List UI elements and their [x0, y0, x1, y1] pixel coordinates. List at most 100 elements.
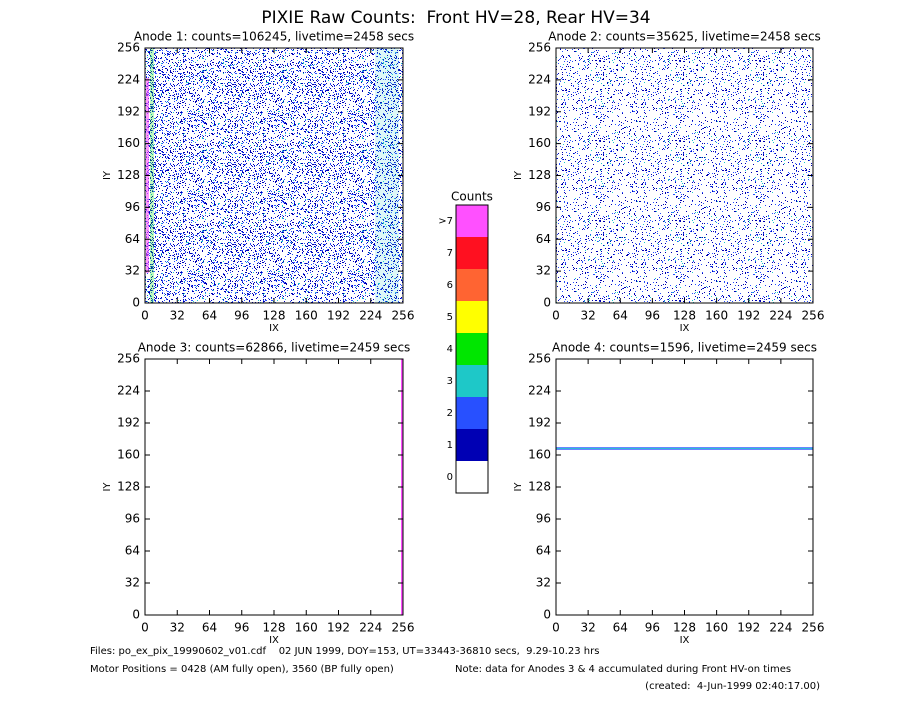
colorbar-swatch: [456, 269, 488, 301]
y-axis-label: IY: [102, 170, 113, 180]
x-tick-label: 224: [359, 621, 382, 635]
y-tick-label: 160: [528, 448, 551, 462]
x-axis-label: IX: [269, 635, 279, 646]
x-tick-label: 256: [802, 621, 825, 635]
x-tick-label: 96: [234, 621, 249, 635]
y-tick-label: 96: [536, 512, 551, 526]
x-tick-label: 0: [552, 309, 560, 323]
x-tick-label: 64: [613, 309, 628, 323]
image-texture: [556, 48, 813, 303]
x-tick-label: 256: [392, 621, 415, 635]
colorbar-label: 3: [447, 376, 453, 387]
plot-frame: [555, 358, 814, 616]
x-tick-label: 64: [613, 621, 628, 635]
y-tick-label: 256: [528, 352, 551, 366]
main-title: PIXIE Raw Counts: Front HV=28, Rear HV=3…: [261, 8, 650, 28]
x-tick-label: 96: [645, 309, 660, 323]
y-tick-label: 96: [125, 512, 140, 526]
footer-motor: Motor Positions = 0428 (AM fully open), …: [90, 664, 394, 675]
y-axis-label: IY: [102, 482, 113, 492]
y-tick-label: 256: [528, 41, 551, 55]
y-tick-label: 256: [117, 352, 140, 366]
y-tick-label: 32: [125, 264, 140, 278]
x-axis-label: IX: [680, 635, 690, 646]
footer-note: Note: data for Anodes 3 & 4 accumulated …: [455, 664, 791, 675]
y-tick-label: 32: [536, 576, 551, 590]
colorbar-label: 6: [447, 280, 453, 291]
x-tick-label: 32: [580, 621, 595, 635]
y-tick-label: 256: [117, 41, 140, 55]
y-tick-label: 160: [117, 136, 140, 150]
y-tick-label: 128: [528, 480, 551, 494]
x-axis-label: IX: [680, 323, 690, 334]
x-tick-label: 192: [327, 621, 350, 635]
y-tick-label: 64: [536, 232, 551, 246]
y-tick-label: 224: [117, 384, 140, 398]
panel-title: Anode 2: counts=35625, livetime=2458 sec…: [548, 30, 821, 44]
x-tick-label: 192: [737, 621, 760, 635]
x-tick-label: 128: [263, 309, 286, 323]
y-tick-label: 224: [528, 72, 551, 86]
colorbar-frame: [455, 204, 489, 494]
y-tick-label: 160: [117, 448, 140, 462]
colorbar-label: 1: [447, 440, 453, 451]
y-tick-label: 128: [117, 168, 140, 182]
y-tick-label: 0: [132, 296, 140, 310]
y-tick-label: 192: [117, 416, 140, 430]
colorbar-swatch: [456, 301, 488, 333]
plot-frame: [144, 358, 404, 616]
colorbar-swatch: [456, 461, 488, 493]
x-tick-label: 128: [673, 621, 696, 635]
x-tick-label: 128: [263, 621, 286, 635]
x-tick-label: 256: [802, 309, 825, 323]
y-tick-label: 96: [536, 200, 551, 214]
colorbar-title: Counts: [451, 190, 493, 204]
y-tick-label: 64: [536, 544, 551, 558]
x-tick-label: 0: [141, 309, 149, 323]
colorbar-label: >7: [438, 216, 453, 227]
x-tick-label: 224: [769, 621, 792, 635]
colorbar-label: 0: [447, 472, 453, 483]
x-tick-label: 96: [234, 309, 249, 323]
y-tick-label: 192: [117, 104, 140, 118]
y-tick-label: 96: [125, 200, 140, 214]
colorbar-label: 4: [447, 344, 453, 355]
x-tick-label: 64: [202, 621, 217, 635]
y-tick-label: 224: [528, 384, 551, 398]
colorbar-label: 5: [447, 312, 453, 323]
colorbar-swatch: [456, 365, 488, 397]
x-tick-label: 0: [552, 621, 560, 635]
x-tick-label: 160: [295, 621, 318, 635]
x-tick-label: 224: [359, 309, 382, 323]
y-tick-label: 128: [117, 480, 140, 494]
panel-title: Anode 3: counts=62866, livetime=2459 sec…: [138, 341, 411, 355]
y-tick-label: 224: [117, 72, 140, 86]
band: [556, 448, 813, 449]
y-tick-label: 64: [125, 232, 140, 246]
y-tick-label: 0: [132, 608, 140, 622]
y-axis-label: IY: [513, 482, 524, 492]
edge-highlight: [150, 48, 154, 303]
colorbar-swatch: [456, 333, 488, 365]
x-tick-label: 96: [645, 621, 660, 635]
y-tick-label: 160: [528, 136, 551, 150]
edge-highlight: [375, 48, 399, 303]
x-tick-label: 32: [170, 309, 185, 323]
y-tick-label: 32: [536, 264, 551, 278]
x-tick-label: 224: [769, 309, 792, 323]
panel-title: Anode 4: counts=1596, livetime=2459 secs: [552, 341, 817, 355]
colorbar-swatch: [456, 429, 488, 461]
x-tick-label: 32: [170, 621, 185, 635]
x-tick-label: 64: [202, 309, 217, 323]
x-tick-label: 256: [392, 309, 415, 323]
x-tick-label: 192: [327, 309, 350, 323]
y-tick-label: 128: [528, 168, 551, 182]
colorbar-swatch: [456, 237, 488, 269]
edge-texture: [146, 48, 156, 303]
x-tick-label: 160: [705, 309, 728, 323]
y-tick-label: 0: [543, 296, 551, 310]
x-axis-label: IX: [269, 323, 279, 334]
y-tick-label: 0: [543, 608, 551, 622]
x-tick-label: 0: [141, 621, 149, 635]
